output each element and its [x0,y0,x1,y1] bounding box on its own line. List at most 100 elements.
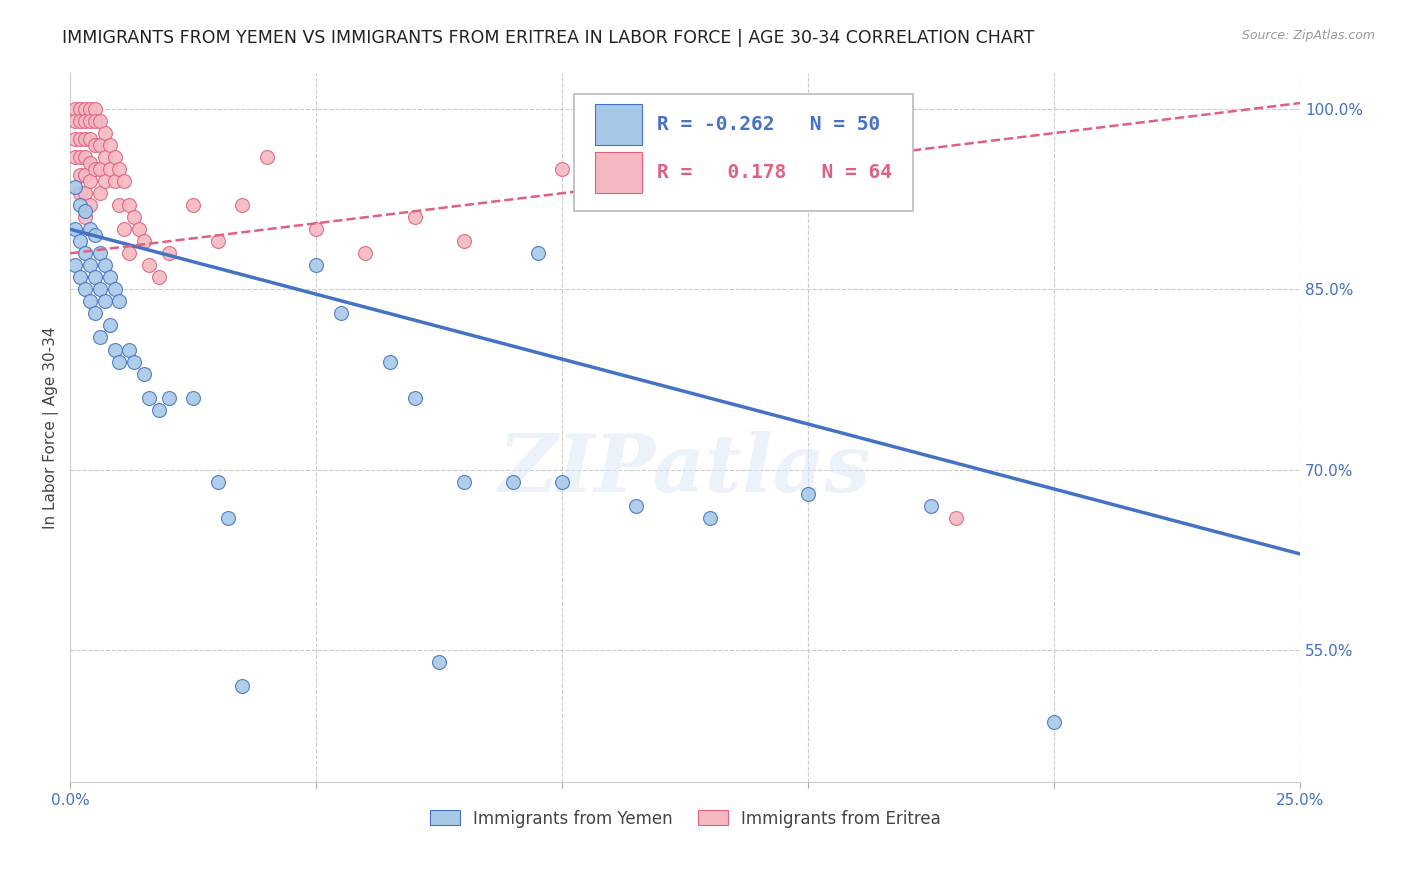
Point [89,186,111,201]
Point [83,162,105,177]
Point [108,294,131,309]
Point [453,475,475,489]
Text: ZIPatlas: ZIPatlas [499,432,872,509]
Point [73,168,96,182]
Point [118,246,141,260]
Point [122,354,145,368]
Point [404,211,426,225]
Point [79,222,101,236]
Point [89,114,111,128]
Point [1043,715,1066,730]
Point [103,343,125,357]
Text: IMMIGRANTS FROM YEMEN VS IMMIGRANTS FROM ERITREA IN LABOR FORCE | AGE 30-34 CORR: IMMIGRANTS FROM YEMEN VS IMMIGRANTS FROM… [62,29,1035,46]
Point [93,174,115,188]
Point [83,270,105,285]
Point [181,198,204,212]
Point [305,258,328,272]
Point [89,330,111,344]
Point [624,499,647,513]
Point [108,198,131,212]
Point [138,258,160,272]
Point [63,132,86,146]
Point [699,150,721,164]
Point [551,475,574,489]
Point [93,126,115,140]
Point [181,391,204,405]
Point [122,211,145,225]
Point [354,246,377,260]
Point [797,487,820,501]
Point [79,198,101,212]
Point [69,102,91,116]
Point [427,655,450,669]
Point [231,198,253,212]
Point [69,168,91,182]
Point [103,174,125,188]
Point [73,150,96,164]
Point [89,162,111,177]
Point [69,114,91,128]
Point [89,138,111,153]
Point [256,150,278,164]
Point [103,150,125,164]
Text: R = -0.262   N = 50: R = -0.262 N = 50 [657,115,880,135]
Point [93,258,115,272]
Point [83,138,105,153]
Point [920,499,942,513]
Point [217,511,239,525]
Point [945,511,967,525]
Point [93,150,115,164]
FancyBboxPatch shape [575,95,912,211]
Point [132,367,155,381]
Point [207,235,229,249]
Point [157,391,180,405]
Point [128,222,150,236]
Point [551,162,574,177]
Point [98,162,121,177]
Point [83,228,105,243]
Point [453,235,475,249]
Point [79,132,101,146]
Point [79,174,101,188]
Point [329,306,352,320]
Point [63,222,86,236]
Point [89,246,111,260]
Point [73,204,96,219]
Point [63,114,86,128]
Point [73,246,96,260]
Point [69,150,91,164]
Point [73,132,96,146]
Point [132,235,155,249]
Point [83,306,105,320]
Point [526,246,548,260]
FancyBboxPatch shape [595,104,643,145]
Point [148,270,170,285]
Point [79,294,101,309]
Point [118,343,141,357]
Point [157,246,180,260]
Point [98,138,121,153]
Point [89,282,111,296]
Point [69,235,91,249]
Point [650,186,672,201]
Point [748,114,770,128]
Point [305,222,328,236]
Point [502,475,524,489]
Point [207,475,229,489]
Point [73,186,96,201]
Point [73,102,96,116]
Point [112,174,135,188]
Point [63,150,86,164]
Point [79,156,101,170]
Point [846,174,869,188]
Point [118,198,141,212]
Y-axis label: In Labor Force | Age 30-34: In Labor Force | Age 30-34 [44,326,59,529]
Point [73,114,96,128]
Point [103,282,125,296]
Point [404,391,426,405]
Point [73,211,96,225]
Point [378,354,401,368]
FancyBboxPatch shape [595,152,643,193]
Point [112,222,135,236]
Point [148,402,170,417]
